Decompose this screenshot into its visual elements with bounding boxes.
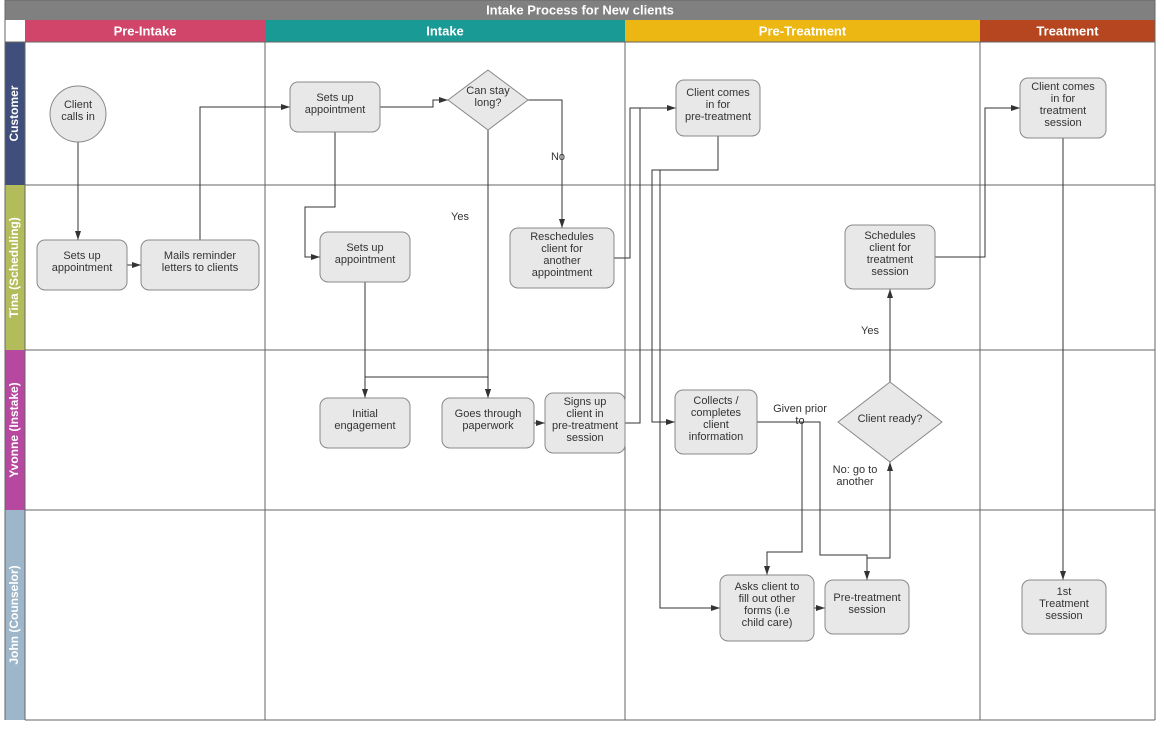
lane-label-counselor: John (Counselor) [7, 565, 21, 664]
connector-collects-to-asks [757, 422, 802, 575]
lane-label-scheduling: Tina (Scheduling) [7, 217, 21, 317]
node-resched: Reschedulesclient foranotherappointment [510, 228, 614, 288]
connectors: No Yes Given priorto No: go toanother Yes [78, 100, 1063, 608]
node-ptsession: Pre-treatmentsession [825, 580, 909, 634]
node-schedules: Schedulesclient fortreatmentsession [845, 225, 935, 289]
lane-label-customer: Customer [7, 85, 21, 141]
node-label-asks: Asks client tofill out otherforms (i.ech… [735, 581, 800, 629]
node-asks: Asks client tofill out otherforms (i.ech… [720, 575, 814, 641]
nodes: Clientcalls in Sets upappointment Mails re… [37, 70, 1106, 641]
node-signs: Signs upclient inpre-treatmentsession [545, 393, 625, 453]
connector-initial-to-paperwork [365, 377, 488, 398]
connector-schedules-to-clienttreat [935, 108, 1020, 257]
connector-label-collects-to-asks: Given priorto [773, 403, 827, 427]
lane-label-intake: Yvonne (Instake) [7, 382, 21, 477]
phase-label-pre-intake: Pre-Intake [114, 23, 177, 38]
node-setup3: Sets upappointment [320, 232, 410, 282]
grid [5, 0, 1155, 720]
node-label-client-calls: Clientcalls in [61, 99, 95, 123]
node-collects: Collects /completesclientinformation [675, 390, 757, 454]
connector-label-ready-to-schedules: Yes [861, 325, 879, 337]
node-ready: Client ready? [838, 382, 942, 462]
connector-resched-to-clientpre [614, 108, 676, 258]
connector-clientpre-to-asks [660, 136, 720, 608]
node-client-calls: Clientcalls in [50, 86, 106, 142]
connector-setup2-to-canstay [380, 100, 448, 107]
node-label-ready: Client ready? [858, 413, 923, 425]
node-label-mails: Mails reminderletters to clients [162, 250, 239, 274]
connector-collects-to-ptsession [757, 422, 867, 580]
connector-clientpre-to-collects [652, 136, 718, 422]
node-initial: Initialengagement [320, 398, 410, 448]
node-label-schedules: Schedulesclient fortreatmentsession [864, 230, 916, 278]
connector-label-canstay-to-resched: No [551, 151, 565, 163]
connector-mails-to-setup2 [200, 107, 290, 240]
node-clientpre: Client comesin forpre-treatment [676, 80, 760, 136]
node-firstsession: 1stTreatmentsession [1022, 580, 1106, 634]
diagram-title: Intake Process for New clients [486, 2, 674, 17]
connector-label-canstay-to-paperwork: Yes [451, 211, 469, 223]
phase-label-intake: Intake [426, 23, 464, 38]
node-paperwork: Goes throughpaperwork [442, 398, 534, 448]
connector-label-ptsession-to-ready: No: go toanother [833, 464, 878, 488]
node-setup1: Sets upappointment [37, 240, 127, 290]
connector-canstay-to-resched [528, 100, 562, 228]
connector-signs-to-clientpre [625, 108, 676, 423]
node-clienttreat: Client comesin fortreatmentsession [1020, 78, 1106, 138]
swimlane-diagram: Intake Process for New clients Pre-Intake… [0, 0, 1164, 742]
phase-label-pre-treatment: Pre-Treatment [759, 23, 847, 38]
node-mails: Mails reminderletters to clients [141, 240, 259, 290]
phase-label-treatment: Treatment [1036, 23, 1099, 38]
node-label-paperwork: Goes throughpaperwork [455, 408, 522, 432]
node-canstay: Can staylong? [448, 70, 528, 130]
node-setup2: Sets upappointment [290, 82, 380, 132]
